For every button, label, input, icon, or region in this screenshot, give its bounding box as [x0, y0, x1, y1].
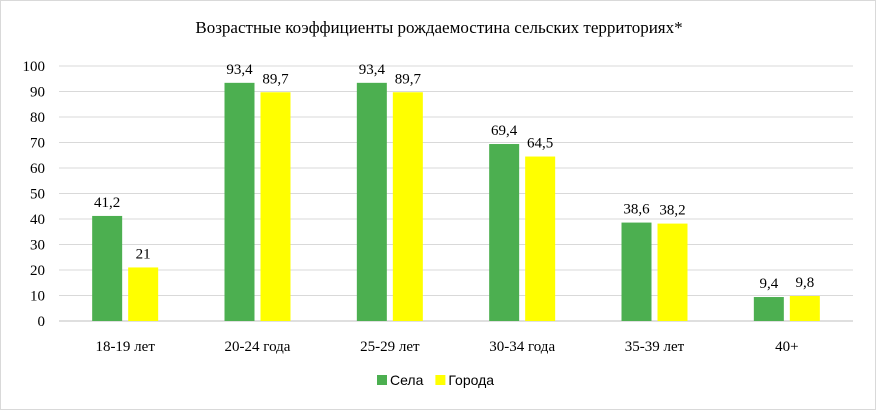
legend-label: Села [390, 372, 424, 388]
data-label: 93,4 [226, 62, 253, 78]
gridlines [59, 65, 853, 322]
data-label: 9,4 [759, 276, 778, 292]
x-category-label: 25-29 лет [360, 339, 420, 355]
x-category-label: 20-24 года [225, 339, 291, 355]
y-tick-label: 0 [38, 314, 46, 330]
legend-swatch [435, 375, 446, 385]
y-tick-label: 40 [30, 212, 45, 228]
y-tick-label: 100 [23, 59, 46, 75]
bar-Города-0 [128, 267, 159, 321]
data-labels: 41,2 21 93,4 89,7 93,4 89,7 69,4 64,5 38,6 38,2 9,… [94, 62, 814, 292]
data-label: 41,2 [94, 195, 120, 211]
bar-Села-3 [489, 144, 520, 321]
y-tick-label: 50 [30, 187, 45, 203]
legend-swatch [377, 375, 387, 385]
data-label: 69,4 [491, 123, 518, 139]
bar-Города-4 [657, 223, 688, 321]
y-tick-label: 90 [30, 85, 45, 101]
bar-Города-5 [789, 296, 820, 321]
x-category-label: 18-19 лет [95, 339, 155, 355]
y-axis-ticks: 0 10 20 30 40 50 60 70 80 90 100 [23, 59, 46, 330]
y-tick-label: 70 [30, 136, 45, 152]
chart-title: Возрастные коэффициенты рождаемостина се… [195, 18, 682, 37]
bar-Села-4 [621, 222, 652, 321]
data-label: 93,4 [359, 62, 386, 78]
x-category-label: 35-39 лет [625, 339, 685, 355]
data-label: 64,5 [527, 136, 553, 152]
data-label: 9,8 [795, 275, 814, 291]
data-label: 38,6 [623, 202, 650, 218]
y-tick-label: 10 [30, 289, 45, 305]
data-label: 38,2 [659, 203, 685, 219]
x-axis-categories: 18-19 лет 20-24 года 25-29 лет 30-34 года 35… [95, 339, 798, 355]
bar-Села-5 [753, 297, 784, 321]
y-tick-label: 20 [30, 263, 45, 279]
legend: Села Города [377, 372, 494, 388]
legend-label: Города [448, 372, 494, 388]
x-category-label: 30-34 года [489, 339, 555, 355]
bar-Города-1 [260, 92, 291, 321]
data-label: 89,7 [395, 71, 422, 87]
y-tick-label: 60 [30, 161, 45, 177]
bar-Села-0 [92, 215, 123, 321]
y-tick-label: 80 [30, 110, 45, 126]
data-label: 21 [136, 246, 151, 262]
bars [92, 82, 820, 321]
x-category-label: 40+ [775, 339, 798, 355]
bar-Города-3 [525, 156, 556, 321]
bar-Села-1 [224, 82, 255, 321]
bar-Города-2 [392, 92, 423, 321]
data-label: 89,7 [262, 71, 289, 87]
y-tick-label: 30 [30, 238, 45, 254]
bar-Села-2 [356, 82, 387, 321]
